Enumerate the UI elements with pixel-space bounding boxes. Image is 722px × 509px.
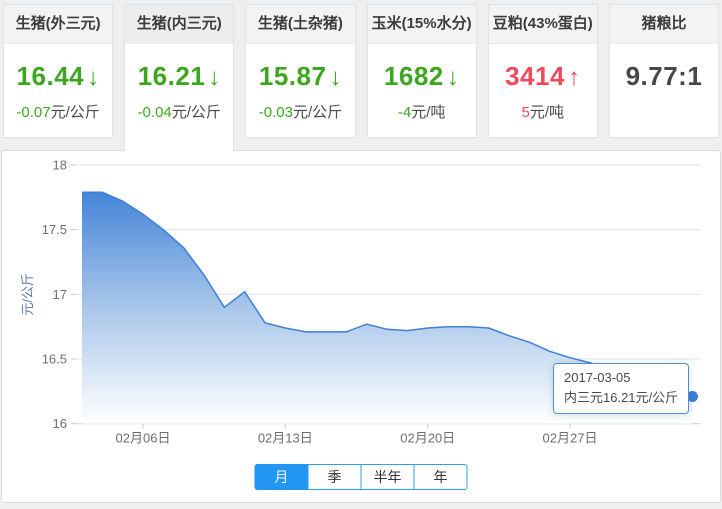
value-text: 9.77:1 (625, 61, 703, 91)
x-tick-label: 02月27日 (543, 431, 598, 446)
x-tick-label: 02月20日 (400, 431, 455, 446)
card-change: -0.07元/公斤 (4, 101, 112, 122)
card-title: 玉米(15%水分) (367, 5, 476, 44)
y-tick-label: 16.5 (42, 352, 67, 367)
value-text: 16.21 (137, 61, 206, 91)
area-fill (82, 192, 692, 424)
change-delta: -4 (397, 104, 412, 121)
value-text: 1682 (383, 61, 444, 91)
tab-quarter[interactable]: 季 (307, 464, 362, 490)
price-trend-panel: 18 17.5 17 16.5 16 元/公斤 02月06日 02月13日 02月20日 02月2… (1, 150, 721, 503)
price-card[interactable]: 生猪(外三元) 16.44 ↓ -0.07元/公斤 (3, 4, 114, 138)
y-tick-label: 17.5 (42, 222, 67, 237)
card-change: 5元/吨 (489, 101, 597, 122)
value-text: 15.87 (258, 61, 327, 91)
tab-month[interactable]: 月 (254, 464, 309, 490)
change-delta: 5 (521, 104, 530, 121)
card-value: 3414 ↑ (489, 61, 597, 92)
change-unit: 元/公斤 (292, 104, 343, 121)
x-tick-label: 02月06日 (116, 431, 171, 446)
price-trend-chart[interactable]: 18 17.5 17 16.5 16 元/公斤 02月06日 02月13日 02月20日 02月2… (2, 151, 720, 502)
card-change: -0.04元/公斤 (125, 101, 233, 122)
up-arrow-icon: ↑ (567, 64, 581, 91)
card-value: 16.21 ↓ (125, 61, 233, 92)
down-arrow-icon: ↓ (87, 64, 100, 91)
last-point-marker (686, 391, 698, 403)
price-card[interactable]: 玉米(15%水分) 1682 ↓ -4元/吨 (366, 4, 477, 138)
tooltip-value: 内三元16.21元/公斤 (564, 390, 679, 405)
card-value: 9.77:1 (610, 61, 718, 92)
card-value: 1682 ↓ (368, 61, 476, 92)
area-chart-svg[interactable]: 18 17.5 17 16.5 16 元/公斤 02月06日 02月13日 02月20日 02月2… (2, 151, 720, 461)
change-delta: -0.03 (258, 104, 293, 121)
card-title: 生猪(土杂猪) (246, 5, 355, 44)
y-tick-label: 18 (53, 158, 67, 173)
card-change: -4元/吨 (368, 101, 476, 122)
card-value: 15.87 ↓ (246, 61, 354, 92)
tooltip-date: 2017-03-05 (564, 370, 631, 385)
change-delta: -0.04 (137, 104, 172, 121)
period-tab-group: 月 季 半年 年 (254, 464, 468, 490)
y-tick-label: 16 (53, 416, 67, 431)
trend-line (82, 191, 693, 398)
value-text: 16.44 (16, 61, 85, 91)
card-title: 生猪(外三元) (4, 5, 113, 44)
change-unit: 元/吨 (529, 104, 565, 121)
price-card[interactable]: 生猪(内三元) 16.21 ↓ -0.04元/公斤 (124, 4, 235, 151)
price-card[interactable]: 豆粕(43%蛋白) 3414 ↑ 5元/吨 (487, 4, 598, 138)
price-card[interactable]: 生猪(土杂猪) 15.87 ↓ -0.03元/公斤 (245, 4, 356, 138)
card-title: 豆粕(43%蛋白) (488, 5, 597, 44)
price-card[interactable]: 猪粮比 9.77:1 (608, 4, 720, 138)
x-tick-label: 02月13日 (258, 431, 313, 446)
tab-year[interactable]: 年 (413, 464, 468, 490)
card-title: 生猪(内三元) (125, 5, 234, 44)
change-delta: -0.07 (16, 104, 51, 121)
change-unit: 元/吨 (411, 104, 446, 121)
change-unit: 元/公斤 (171, 104, 221, 121)
card-change: -0.03元/公斤 (246, 101, 354, 122)
y-axis-title: 元/公斤 (20, 273, 35, 316)
y-tick-label: 17 (53, 287, 67, 302)
price-card-row: 生猪(外三元) 16.44 ↓ -0.07元/公斤 生猪(内三元) 16.21 ↓ … (3, 4, 720, 151)
value-text: 3414 (505, 61, 565, 91)
down-arrow-icon: ↓ (329, 64, 342, 91)
card-title: 猪粮比 (609, 5, 719, 44)
tab-halfyear[interactable]: 半年 (360, 464, 415, 490)
card-value: 16.44 ↓ (4, 61, 112, 92)
chart-tooltip: 2017-03-05 内三元16.21元/公斤 (553, 363, 690, 414)
down-arrow-icon: ↓ (208, 64, 221, 91)
down-arrow-icon: ↓ (446, 64, 460, 91)
change-unit: 元/公斤 (50, 104, 100, 121)
